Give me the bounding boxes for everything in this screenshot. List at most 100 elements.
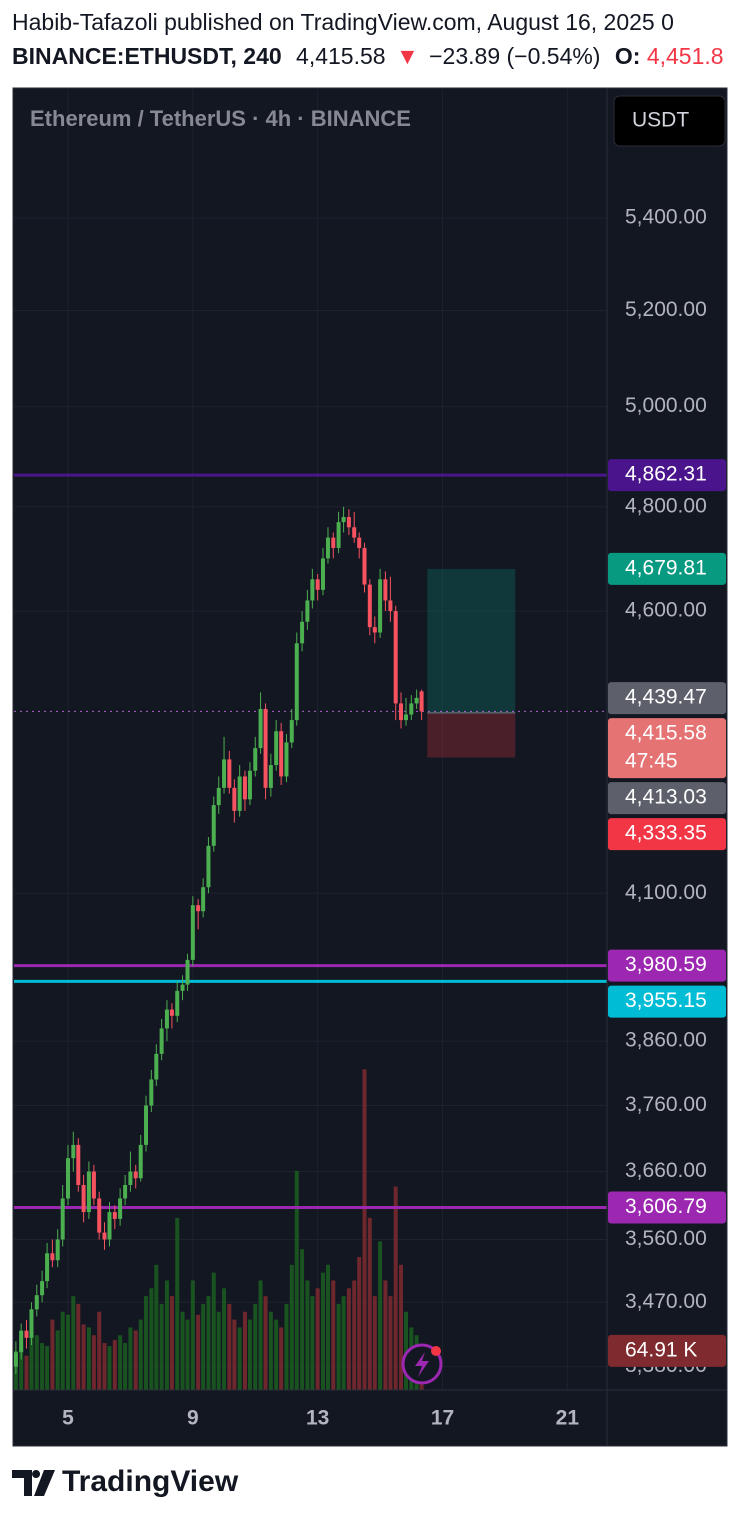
candle-body (138, 1144, 143, 1179)
candle-body (169, 1009, 174, 1016)
volume-bar (310, 1296, 315, 1390)
candle-body (247, 770, 252, 800)
candle-body (284, 742, 289, 777)
candle-body (367, 584, 372, 628)
bolt-icon (415, 1352, 429, 1377)
currency[interactable]: USDT (632, 109, 689, 132)
candle-body (112, 1212, 117, 1219)
volume-bar (40, 1343, 45, 1390)
candle-body (409, 703, 414, 715)
volume-bar (91, 1335, 96, 1390)
volume-bar (263, 1296, 268, 1390)
price-tag (608, 782, 726, 815)
candle-body (86, 1171, 91, 1213)
volume-bar (325, 1264, 330, 1390)
volume-bar (76, 1303, 81, 1390)
candle-body (372, 627, 377, 633)
symbol: BINANCE:ETHUSDT, 240 (12, 43, 282, 69)
candle-body (65, 1158, 70, 1199)
y-tick-label: 3,760.00 (625, 1093, 707, 1116)
volume-bar (300, 1249, 305, 1390)
attribution: Habib-Tafazoli published on TradingView.… (12, 9, 674, 35)
candle-body (154, 1053, 159, 1080)
volume-bar (190, 1280, 195, 1390)
stop-zone (427, 712, 516, 758)
candle-body (128, 1171, 133, 1185)
candle-body (325, 537, 330, 559)
price-tag-label: 4,439.47 (625, 686, 707, 709)
axes: 5,400.00 5,200.00 5,000.00 4,800.00 4,600.00… (62, 206, 726, 1430)
volume-bar (55, 1330, 60, 1390)
volume-bar (123, 1343, 128, 1390)
volume-bar (112, 1340, 117, 1390)
candle-body (206, 845, 211, 888)
x-tick-label: 21 (556, 1407, 580, 1430)
price-tag (608, 718, 726, 779)
price-tag (608, 818, 726, 851)
candle-body (201, 887, 206, 912)
candle-body (211, 805, 216, 846)
candle-body (144, 1105, 149, 1145)
volume-bar (294, 1170, 299, 1390)
candle-body (149, 1079, 154, 1106)
volume-bar (378, 1241, 383, 1390)
volume-bar (227, 1303, 232, 1390)
alert-dot (431, 1346, 441, 1356)
candle-body (196, 905, 201, 912)
volume-tag-label: 64.91 K (625, 1338, 697, 1361)
candle-body (388, 600, 393, 612)
volume-bar (45, 1346, 50, 1390)
candle-body (378, 579, 383, 633)
x-tick-label: 17 (431, 1407, 454, 1430)
volume-bar (138, 1319, 143, 1390)
candle-body (123, 1184, 128, 1199)
price-tag (608, 1191, 726, 1224)
candle-body (341, 516, 346, 523)
volume-bar (362, 1069, 367, 1390)
candle-body (331, 537, 336, 548)
y-tick-label: 3,860.00 (625, 1029, 707, 1052)
volume-bar (284, 1303, 289, 1390)
volume-bar (383, 1280, 388, 1390)
volume-bar (201, 1303, 206, 1390)
candle-body (346, 516, 351, 528)
volume-bar (149, 1288, 154, 1390)
volume-bar (180, 1311, 185, 1390)
target-zone (427, 568, 516, 713)
volume-bar (357, 1256, 362, 1390)
candle-body (60, 1198, 65, 1240)
candle-body (294, 643, 299, 721)
volume-bar (268, 1311, 273, 1390)
y-tick-label: 5,200.00 (625, 298, 707, 321)
y-tick-label: 4,800.00 (625, 494, 707, 517)
candle-body (242, 776, 247, 800)
volume-bar (237, 1327, 242, 1390)
volume-bar (352, 1280, 357, 1390)
candle-body (222, 759, 227, 788)
volume-bar (97, 1311, 102, 1390)
candle-body (419, 691, 424, 712)
volume-bar (71, 1296, 76, 1390)
volume-bar (34, 1335, 39, 1390)
candle-body (414, 697, 419, 704)
volume-bar (19, 1343, 24, 1390)
volume-bar (247, 1319, 252, 1390)
volume-bar (404, 1311, 409, 1390)
currency-button[interactable] (613, 95, 726, 147)
y-tick-label: 3,560.00 (625, 1227, 707, 1250)
plot (14, 88, 607, 1390)
x-tick-label: 9 (187, 1407, 199, 1430)
candle-body (404, 714, 409, 721)
volume-bar (175, 1217, 180, 1390)
candle-body (50, 1253, 55, 1261)
volume-bar (164, 1280, 169, 1390)
volume-bar (86, 1327, 91, 1390)
candle-body (279, 731, 284, 777)
volume-bar (133, 1330, 138, 1390)
candle-body (45, 1253, 50, 1282)
volume-bar (144, 1296, 149, 1390)
volume-bar (388, 1296, 393, 1390)
price-tag-label: 3,606.79 (625, 1195, 707, 1218)
volume-bar (216, 1311, 221, 1390)
